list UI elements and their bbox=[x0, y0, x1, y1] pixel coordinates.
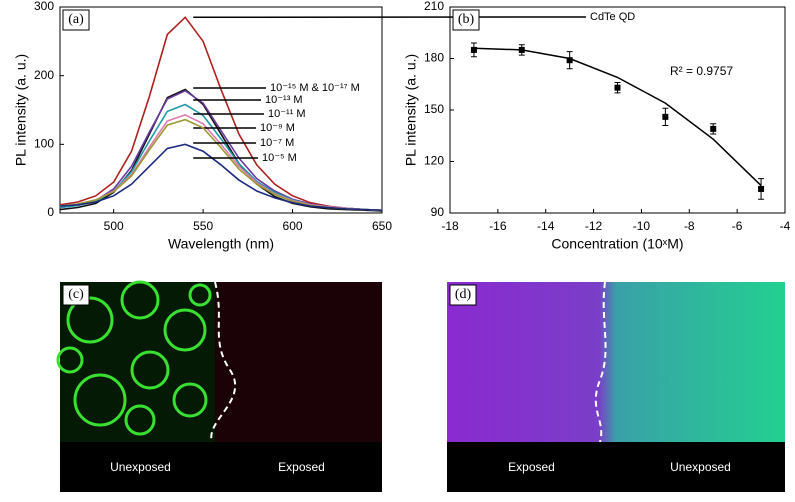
x-tick-label: -14 bbox=[537, 219, 555, 233]
series-label: 10⁻¹¹ M bbox=[268, 108, 306, 120]
point bbox=[567, 57, 573, 63]
y-tick-label: 90 bbox=[431, 205, 445, 219]
x-tick-label: -8 bbox=[684, 219, 695, 233]
x-tick-label: -10 bbox=[633, 219, 651, 233]
image-caption: Exposed bbox=[278, 460, 325, 474]
point bbox=[615, 85, 621, 91]
series-label: 10⁻¹³ M bbox=[265, 94, 303, 106]
x-tick-label: -6 bbox=[732, 219, 743, 233]
x-tick-label: -4 bbox=[780, 219, 791, 233]
line-series bbox=[60, 91, 382, 210]
y-tick-label: 210 bbox=[424, 0, 444, 13]
plot-frame bbox=[450, 7, 785, 213]
y-tick-label: 300 bbox=[34, 0, 54, 13]
annotation: R² = 0.9757 bbox=[670, 64, 733, 78]
panel-label: (c) bbox=[68, 287, 84, 302]
image-caption: Unexposed bbox=[670, 460, 731, 474]
panel-d-image bbox=[447, 282, 785, 492]
x-tick-label: 600 bbox=[283, 219, 303, 233]
x-tick-label: 650 bbox=[372, 219, 392, 233]
series-label: 10⁻⁵ M bbox=[262, 152, 297, 164]
x-axis-label: Wavelength (nm) bbox=[168, 236, 274, 252]
x-tick-label: -16 bbox=[489, 219, 507, 233]
point bbox=[710, 126, 716, 132]
y-tick-label: 120 bbox=[424, 154, 444, 168]
image-caption: Unexposed bbox=[110, 460, 171, 474]
y-tick-label: 180 bbox=[424, 51, 444, 65]
y-axis-label: PL intensity (a. u.) bbox=[403, 54, 419, 166]
x-tick-label: 550 bbox=[193, 219, 213, 233]
y-axis-label: PL intensity (a. u.) bbox=[13, 54, 29, 166]
y-tick-label: 0 bbox=[47, 205, 54, 219]
y-tick-label: 100 bbox=[34, 137, 54, 151]
y-tick-label: 150 bbox=[424, 102, 444, 116]
point bbox=[662, 114, 668, 120]
series-label: 10⁻¹⁵ M & 10⁻¹⁷ M bbox=[270, 82, 360, 94]
x-tick-label: 500 bbox=[104, 219, 124, 233]
x-tick-label: -12 bbox=[585, 219, 603, 233]
panel-label: (d) bbox=[455, 287, 472, 302]
panel-c-image bbox=[58, 282, 382, 492]
y-tick-label: 200 bbox=[34, 68, 54, 82]
x-axis-label: Concentration (10ˣM) bbox=[551, 236, 683, 252]
series-label: CdTe QD bbox=[590, 11, 635, 23]
series-label: 10⁻⁹ M bbox=[260, 122, 295, 134]
plot-frame bbox=[60, 7, 382, 213]
series-label: 10⁻⁷ M bbox=[260, 137, 294, 149]
point bbox=[471, 47, 477, 53]
line-series bbox=[60, 144, 382, 210]
panel-label: (b) bbox=[458, 12, 475, 27]
x-tick-label: -18 bbox=[441, 219, 459, 233]
point bbox=[758, 186, 764, 192]
image-caption: Exposed bbox=[508, 460, 555, 474]
panel-label: (a) bbox=[68, 12, 84, 27]
point bbox=[519, 47, 525, 53]
